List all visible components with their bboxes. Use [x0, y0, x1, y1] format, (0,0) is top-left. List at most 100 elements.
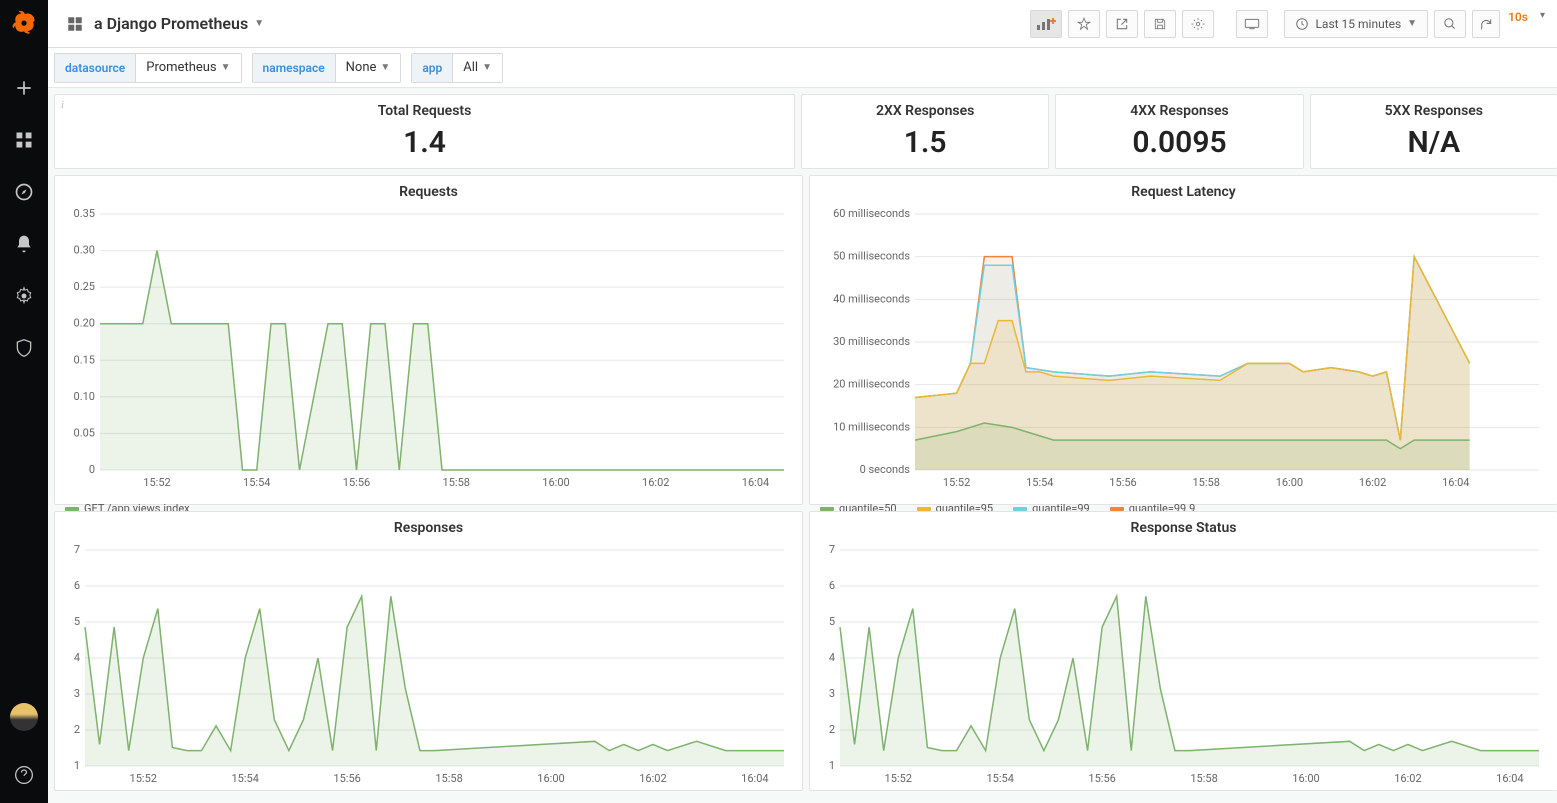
svg-text:15:52: 15:52 [143, 476, 170, 489]
svg-text:6: 6 [829, 579, 835, 592]
response-status-chart: 123456715:5215:5415:5615:5816:0016:0216:… [820, 542, 1547, 790]
svg-text:16:00: 16:00 [1292, 772, 1319, 785]
chevron-down-icon[interactable]: ▼ [254, 18, 264, 29]
stat-value: 1.5 [802, 121, 1048, 168]
svg-text:16:04: 16:04 [1442, 476, 1469, 489]
save-button[interactable] [1144, 10, 1176, 38]
var-label: datasource [55, 54, 136, 82]
svg-text:4: 4 [74, 651, 80, 664]
topbar: a Django Prometheus ▼ Last 15 minutes ▼ [48, 0, 1557, 48]
svg-text:16:04: 16:04 [742, 476, 769, 489]
svg-text:4: 4 [829, 651, 835, 664]
svg-text:15:58: 15:58 [1192, 476, 1219, 489]
refresh-button[interactable] [1472, 10, 1500, 38]
svg-text:1: 1 [74, 759, 80, 772]
svg-text:15:58: 15:58 [443, 476, 470, 489]
svg-text:15:56: 15:56 [1088, 772, 1115, 785]
svg-text:16:00: 16:00 [542, 476, 569, 489]
chevron-down-icon[interactable]: ▾ [1540, 10, 1545, 38]
svg-text:1: 1 [829, 759, 835, 772]
panel-2xx: 2XX Responses 1.5 [801, 94, 1049, 169]
panel-latency: Request Latency 0 seconds10 milliseconds… [809, 175, 1557, 505]
svg-text:0.20: 0.20 [74, 317, 95, 330]
svg-text:16:00: 16:00 [1276, 476, 1303, 489]
stat-value: 1.4 [55, 121, 794, 168]
panel-title: Total Requests [55, 95, 794, 121]
dashboard-icon [66, 15, 84, 33]
svg-text:15:52: 15:52 [943, 476, 970, 489]
panel-title: 4XX Responses [1056, 95, 1302, 121]
svg-text:15:52: 15:52 [885, 772, 912, 785]
svg-text:10 milliseconds: 10 milliseconds [833, 420, 910, 433]
var-label: namespace [253, 54, 336, 82]
share-button[interactable] [1106, 10, 1138, 38]
toolbar: Last 15 minutes ▼ 10s ▾ [1030, 10, 1545, 38]
star-button[interactable] [1068, 10, 1100, 38]
svg-text:15:54: 15:54 [986, 772, 1013, 785]
svg-text:7: 7 [829, 543, 835, 556]
svg-text:5: 5 [829, 615, 835, 628]
svg-text:50 milliseconds: 50 milliseconds [833, 250, 910, 263]
var-datasource[interactable]: datasource Prometheus▼ [54, 53, 242, 83]
svg-text:3: 3 [74, 687, 80, 700]
time-picker[interactable]: Last 15 minutes ▼ [1284, 10, 1428, 38]
svg-text:0: 0 [89, 463, 95, 476]
svg-text:15:54: 15:54 [231, 772, 258, 785]
shield-icon[interactable] [10, 334, 38, 362]
variable-row: datasource Prometheus▼ namespace None▼ a… [48, 48, 1557, 88]
svg-text:30 milliseconds: 30 milliseconds [833, 335, 910, 348]
info-icon[interactable]: i [61, 99, 64, 111]
svg-text:0.15: 0.15 [74, 353, 95, 366]
svg-text:0.35: 0.35 [74, 207, 95, 220]
svg-text:15:54: 15:54 [243, 476, 270, 489]
panel-4xx: 4XX Responses 0.0095 [1055, 94, 1303, 169]
grafana-logo[interactable] [10, 10, 38, 42]
responses-chart: 123456715:5215:5415:5615:5816:0016:0216:… [65, 542, 792, 790]
panel-requests: Requests 0 0.05 0.10 0.15 0.20 0.25 0.30 0.35 15… [54, 175, 803, 505]
user-avatar[interactable] [10, 703, 38, 731]
svg-text:15:56: 15:56 [343, 476, 370, 489]
cycle-view-button[interactable] [1236, 10, 1268, 38]
var-app[interactable]: app All▼ [411, 53, 503, 83]
panel-5xx: 5XX Responses N/A [1310, 94, 1557, 169]
svg-text:0.25: 0.25 [74, 280, 95, 293]
time-range-label: Last 15 minutes [1315, 17, 1401, 31]
explore-icon[interactable] [10, 178, 38, 206]
panel-responses: Responses 123456715:5215:5415:5615:5816:… [54, 511, 803, 791]
svg-text:0.05: 0.05 [74, 426, 95, 439]
svg-text:20 milliseconds: 20 milliseconds [833, 378, 910, 391]
settings-button[interactable] [1182, 10, 1214, 38]
svg-text:15:58: 15:58 [435, 772, 462, 785]
svg-text:0.10: 0.10 [74, 390, 95, 403]
panel-title: 2XX Responses [802, 95, 1048, 121]
zoom-out-button[interactable] [1434, 10, 1466, 38]
svg-text:6: 6 [74, 579, 80, 592]
help-icon[interactable] [10, 761, 38, 789]
svg-text:16:02: 16:02 [1394, 772, 1421, 785]
svg-text:2: 2 [829, 723, 835, 736]
svg-text:60 milliseconds: 60 milliseconds [833, 207, 910, 220]
dashboards-icon[interactable] [10, 126, 38, 154]
stat-value: 0.0095 [1056, 121, 1302, 168]
latency-chart: 0 seconds10 milliseconds20 milliseconds3… [820, 206, 1547, 494]
panel-title: Response Status [810, 512, 1557, 538]
create-icon[interactable] [10, 74, 38, 102]
config-icon[interactable] [10, 282, 38, 310]
svg-text:15:54: 15:54 [1026, 476, 1053, 489]
panel-title: Requests [55, 176, 802, 202]
dashboard-grid: i Total Requests 1.4 2XX Responses 1.5 4… [48, 88, 1557, 803]
requests-chart: 0 0.05 0.10 0.15 0.20 0.25 0.30 0.35 15:52 15:54 1… [65, 206, 792, 494]
dashboard-title[interactable]: a Django Prometheus [94, 14, 248, 33]
svg-text:15:56: 15:56 [333, 772, 360, 785]
var-namespace[interactable]: namespace None▼ [252, 53, 402, 83]
svg-text:0.30: 0.30 [74, 244, 95, 257]
svg-text:15:52: 15:52 [130, 772, 157, 785]
svg-text:16:02: 16:02 [642, 476, 669, 489]
svg-text:16:02: 16:02 [639, 772, 666, 785]
var-label: app [412, 54, 453, 82]
svg-text:16:04: 16:04 [741, 772, 768, 785]
refresh-interval[interactable]: 10s [1508, 10, 1528, 38]
alerting-icon[interactable] [10, 230, 38, 258]
panel-title: Responses [55, 512, 802, 538]
add-panel-button[interactable] [1030, 10, 1062, 38]
